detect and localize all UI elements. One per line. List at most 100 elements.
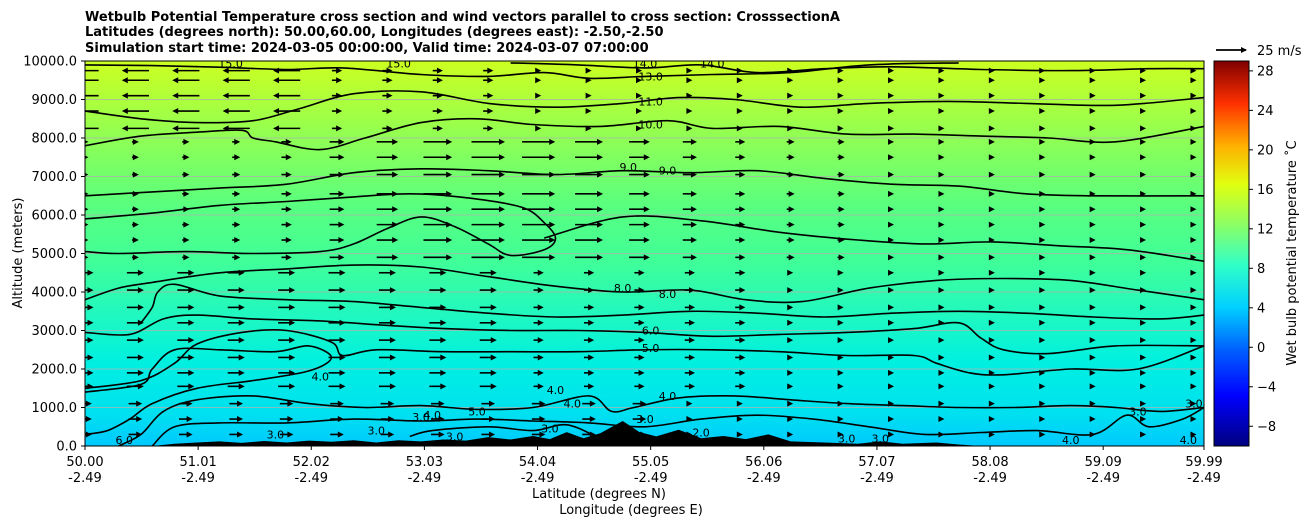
- wind-vector-head-241: [643, 221, 650, 228]
- wind-vector-head-197: [739, 190, 746, 197]
- colorbar: [1213, 60, 1250, 447]
- colorbar-tick-label-8: −4: [1257, 380, 1276, 395]
- wind-vector-head-233: [234, 221, 241, 228]
- wind-vector-head-455: [988, 369, 995, 376]
- wind-vector-head-242: [690, 221, 697, 228]
- wind-vector-head-59: [736, 92, 743, 99]
- wind-vector-head-192: [498, 190, 505, 197]
- wind-vector-head-420: [389, 354, 396, 361]
- wind-vector-head-439: [188, 369, 195, 376]
- wind-vector-head-29: [386, 77, 393, 84]
- wind-vector-head-501: [988, 400, 995, 407]
- wind-vector-head-488: [337, 400, 344, 407]
- wind-vector-head-434: [1089, 354, 1096, 361]
- wind-vector-head-124: [549, 138, 556, 145]
- wind-vector-head-56: [585, 92, 592, 99]
- wind-vector-head-11: [636, 67, 643, 74]
- wind-vector-head-49: [222, 92, 229, 99]
- wind-vector-head-135: [1089, 138, 1096, 145]
- wind-vector-head-447: [588, 369, 595, 376]
- wind-vector-head-176: [838, 171, 845, 178]
- wind-vector-head-485: [186, 400, 193, 407]
- wind-vector-head-329: [440, 287, 447, 294]
- x-tick-label-lat-0: 50.00: [66, 455, 103, 470]
- wind-vector-head-279: [234, 254, 241, 261]
- wind-vector-head-24: [121, 77, 128, 84]
- wind-vector-head-451: [787, 369, 794, 376]
- wind-vector-head-227: [1089, 206, 1096, 213]
- wind-vector-head-525: [1039, 416, 1046, 423]
- wind-vector-head-12: [686, 67, 693, 74]
- wind-vector-head-100: [487, 125, 494, 132]
- contour-label-4: 13.0: [638, 70, 663, 83]
- wind-vector-head-433: [1039, 354, 1046, 361]
- wind-vector-head-237: [446, 221, 453, 228]
- wind-vector-head-77: [487, 108, 494, 115]
- wind-vector-head-299: [87, 269, 94, 276]
- wind-vector-head-108: [888, 125, 895, 132]
- wind-vector-head-114: [1190, 125, 1197, 132]
- contour-line-12: [118, 394, 1204, 446]
- wind-vector-head-42: [1039, 77, 1046, 84]
- wind-vector-head-415: [137, 354, 144, 361]
- wind-vector-head-142: [285, 154, 292, 161]
- wind-vector-head-94: [172, 125, 179, 132]
- wind-vector-head-466: [389, 383, 396, 390]
- wind-vector-head-278: [183, 254, 190, 261]
- wind-vector-head-290: [788, 254, 795, 261]
- wind-vector-head-224: [938, 206, 945, 213]
- wind-vector-head-536: [438, 431, 445, 438]
- contour-label-16: 4.0: [659, 390, 677, 403]
- wind-vector-head-284: [498, 254, 505, 261]
- wind-vector-head-343: [1140, 287, 1147, 294]
- wind-vector-head-333: [638, 287, 645, 294]
- wind-vector-head-129: [788, 138, 795, 145]
- wind-vector-head-495: [686, 400, 693, 407]
- wind-vector-head-82: [736, 108, 743, 115]
- wind-vector-head-311: [688, 269, 695, 276]
- wind-vector-head-346: [137, 304, 144, 311]
- wind-vector-head-191: [446, 190, 453, 197]
- wind-vector-head-130: [838, 138, 845, 145]
- wind-vector-head-328: [389, 287, 396, 294]
- wind-vector-head-90: [1140, 108, 1147, 115]
- wind-vector-head-220: [739, 206, 746, 213]
- y-axis-label: Altitude (meters): [11, 198, 26, 309]
- contour-label-2: 14.0: [633, 58, 658, 71]
- wind-vector-head-461: [137, 383, 144, 390]
- wind-vector-head-484: [136, 400, 143, 407]
- wind-vector-head-164: [234, 171, 241, 178]
- colorbar-tick-label-4: 12: [1257, 222, 1274, 237]
- x-tick-label-lat-7: 57.07: [858, 455, 895, 470]
- wind-vector-head-514: [489, 416, 496, 423]
- wind-vector-head-78: [535, 108, 542, 115]
- contour-label-22: 3.0: [367, 425, 385, 438]
- wind-vector-head-450: [739, 369, 746, 376]
- wind-vector-head-118: [234, 138, 241, 145]
- wind-vector-head-113: [1140, 125, 1147, 132]
- wind-vector-head-352: [440, 304, 447, 311]
- wind-vector-head-188: [285, 190, 292, 197]
- wind-vector-head-270: [938, 237, 945, 244]
- wind-vector-head-477: [938, 383, 945, 390]
- wind-vector-head-336: [787, 287, 794, 294]
- wind-vector-head-506: [85, 416, 92, 423]
- x-tick-label-lat-8: 58.08: [971, 455, 1008, 470]
- wind-vector-head-280: [285, 254, 292, 261]
- wind-vector-head-535: [388, 431, 395, 438]
- wind-vector-head-529: [85, 431, 92, 438]
- wind-vector-head-431: [938, 354, 945, 361]
- wind-vector-head-314: [837, 269, 844, 276]
- y-tick-label-10: 10000.0: [23, 55, 77, 70]
- wind-vector-head-441: [289, 369, 296, 376]
- wind-vector-head-98: [386, 125, 393, 132]
- wind-vector-head-387: [1039, 319, 1046, 326]
- wind-vector-head-516: [589, 416, 596, 423]
- wind-vector-head-199: [838, 190, 845, 197]
- x-tick-label-lon-1: -2.49: [181, 471, 215, 486]
- wind-vector-head-505: [1190, 400, 1197, 407]
- wind-vector-head-127: [690, 138, 697, 145]
- wind-vector-head-289: [739, 254, 746, 261]
- wind-vector-head-362: [938, 304, 945, 311]
- wind-vector-head-538: [539, 431, 546, 438]
